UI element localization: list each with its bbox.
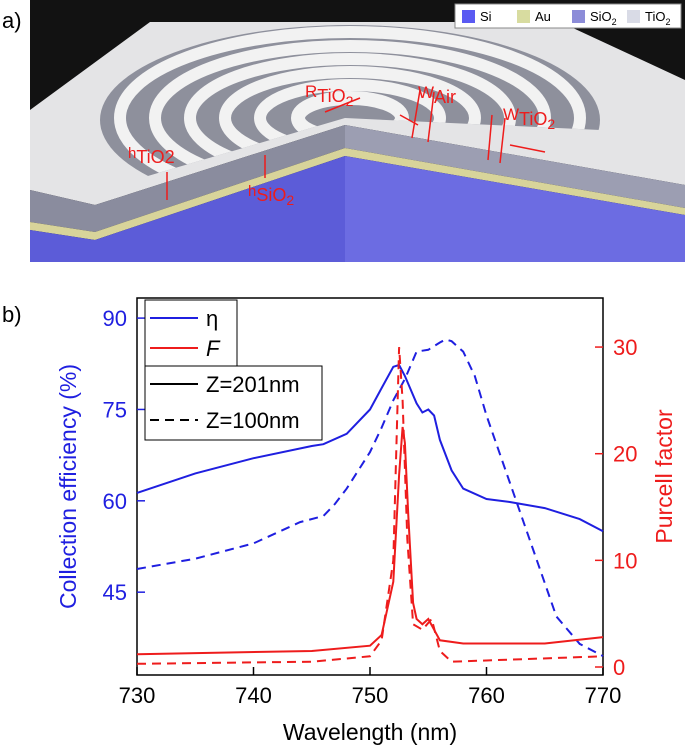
annotation-symbol: W: [418, 83, 434, 102]
annotation-symbol: R: [305, 82, 317, 101]
y-tick-label: 60: [103, 489, 127, 514]
x-tick-label: 730: [119, 683, 156, 708]
annotation-symbol: W: [503, 105, 519, 124]
annotation-subsubscript: 2: [286, 192, 294, 208]
legend-swatch: [572, 10, 585, 23]
annotation-symbol: h: [248, 183, 256, 200]
legend-name: SiO: [590, 9, 612, 24]
legend-box: [144, 365, 323, 441]
x-tick-label: 760: [468, 683, 505, 708]
legend-box: [144, 299, 238, 367]
annotation-subscript: TiO: [519, 109, 547, 129]
annotation-subscript: TiO2: [136, 147, 174, 167]
legend-label: F: [206, 336, 221, 361]
y-tick-label: 75: [103, 397, 127, 422]
x-tick-label: 740: [235, 683, 272, 708]
annotation-subscript: TiO: [317, 86, 345, 106]
annotation: hSiO2: [248, 183, 294, 208]
annotation: hTiO2: [128, 145, 175, 167]
legend-label: Z=100nm: [206, 408, 300, 433]
au-left: [30, 148, 345, 240]
y2-tick-label: 30: [613, 335, 637, 360]
series-line: [136, 426, 604, 656]
slab-left: [30, 125, 345, 232]
material-legend: [454, 3, 682, 29]
y2-tick-label: 20: [613, 442, 637, 467]
series-line: [136, 347, 604, 665]
legend-subscript: 2: [665, 17, 670, 27]
legend-box: [454, 3, 682, 29]
render-3d: [30, 0, 685, 262]
legend-label: η: [206, 306, 218, 331]
annotation: RTiO2: [305, 82, 354, 109]
x-axis-title: Wavelength (nm): [283, 719, 457, 745]
y-axis-title: Collection efficiency (%): [55, 364, 81, 609]
y2-tick-label: 10: [613, 548, 637, 573]
legend-swatch: [462, 10, 475, 23]
legend-label: Z=201nm: [206, 372, 300, 397]
legend-label: Au: [535, 9, 551, 24]
x-tick-label: 770: [585, 683, 622, 708]
annotation-subscript: SiO: [256, 185, 286, 205]
x-tick-label: 750: [352, 683, 389, 708]
legend-name: Au: [535, 9, 551, 24]
legend-label: Si: [480, 9, 492, 24]
legend-swatch: [627, 10, 640, 23]
legend-swatch: [517, 10, 530, 23]
legend-subscript: 2: [612, 17, 617, 27]
series-line: [136, 363, 604, 533]
annotation-subsubscript: 2: [346, 93, 354, 109]
si-left: [30, 156, 345, 262]
panel-label: b): [2, 302, 22, 327]
legend-name: TiO: [645, 9, 665, 24]
legend-name: Si: [480, 9, 492, 24]
y2-axis-title: Purcell factor: [651, 409, 677, 544]
annotation: WTiO2: [503, 105, 555, 132]
slab-right: [345, 125, 685, 208]
annotation: WAir: [418, 83, 456, 107]
series-line: [136, 338, 604, 657]
annotation-symbol: h: [128, 145, 136, 162]
legend-label: TiO2: [645, 9, 670, 27]
y-tick-label: 45: [103, 580, 127, 605]
au-right: [345, 148, 685, 215]
y-tick-label: 90: [103, 306, 127, 331]
y2-tick-label: 0: [613, 655, 625, 680]
panel-label: a): [2, 8, 22, 33]
si-right: [345, 156, 685, 262]
annotation-subsubscript: 2: [547, 116, 555, 132]
dimension-arrows: [166, 89, 546, 200]
annotation-subscript: Air: [434, 87, 456, 107]
legend-label: SiO2: [590, 9, 617, 27]
